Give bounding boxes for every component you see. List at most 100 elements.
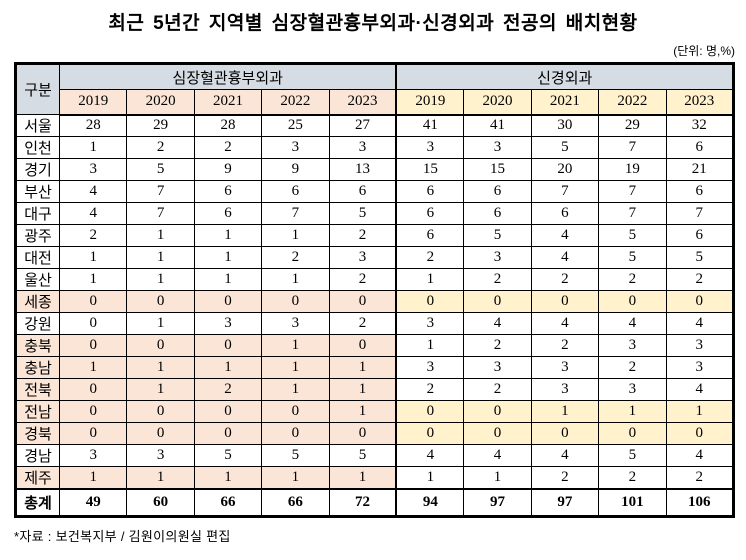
year-header: 2020 [463,89,532,116]
neuro-value-cell: 3 [463,246,532,269]
year-header: 2021 [530,89,600,116]
cardio-value-cell: 3 [328,246,397,269]
year-header: 2020 [126,89,195,116]
neuro-value-cell: 2 [598,268,667,291]
total-row: 총계 49 60 66 66 72 94 97 97 101 106 [15,488,735,517]
region-label: 서울 [15,114,60,137]
neuro-value-cell: 2 [463,378,532,401]
neuro-value-cell: 3 [395,312,465,335]
neuro-value-cell: 19 [598,158,667,181]
neuro-value-cell: 2 [395,246,465,269]
cardio-value-cell: 1 [126,312,195,335]
neuro-value-cell: 0 [665,290,735,313]
neuro-value-cell: 7 [530,180,600,203]
table-row: 충북 0 0 0 1 0 1 2 2 3 3 [15,334,735,357]
cardio-value-cell: 1 [261,224,330,247]
neuro-value-cell: 4 [530,444,600,467]
cardio-value-cell: 3 [193,312,263,335]
placement-table: 구분 심장혈관흉부외과 신경외과 2019 2020 2021 2022 202… [14,62,735,518]
neuro-total-cell: 101 [598,488,667,517]
table-row: 전북 0 1 2 1 1 2 2 3 3 4 [15,378,735,401]
cardio-value-cell: 1 [126,246,195,269]
neuro-value-cell: 4 [598,312,667,335]
cardio-value-cell: 1 [328,378,397,401]
neuro-value-cell: 2 [530,334,600,357]
cardio-value-cell: 1 [126,466,195,490]
neuro-value-cell: 0 [598,290,667,313]
neuro-value-cell: 41 [395,114,465,137]
year-header: 2022 [598,89,667,116]
neuro-value-cell: 32 [665,114,735,137]
cardio-value-cell: 0 [58,312,128,335]
cardio-value-cell: 1 [193,224,263,247]
cardio-value-cell: 6 [328,180,397,203]
neuro-value-cell: 0 [530,290,600,313]
cardio-value-cell: 1 [193,246,263,269]
cardio-value-cell: 1 [126,268,195,291]
cardio-value-cell: 2 [261,246,330,269]
table-row: 대구 4 7 6 7 5 6 6 6 7 7 [15,202,735,225]
neuro-value-cell: 5 [665,246,735,269]
table-row: 세종 0 0 0 0 0 0 0 0 0 0 [15,290,735,313]
cardio-value-cell: 1 [126,224,195,247]
neuro-value-cell: 0 [463,400,532,423]
cardio-value-cell: 9 [193,158,263,181]
cardio-value-cell: 4 [58,202,128,225]
cardio-value-cell: 0 [126,400,195,423]
neuro-value-cell: 1 [395,268,465,291]
cardio-value-cell: 3 [58,158,128,181]
neuro-value-cell: 21 [665,158,735,181]
cardio-value-cell: 0 [328,290,397,313]
cardio-value-cell: 5 [328,202,397,225]
cardio-value-cell: 1 [193,268,263,291]
neuro-value-cell: 41 [463,114,532,137]
neuro-value-cell: 0 [530,422,600,445]
group-header-row: 구분 심장혈관흉부외과 신경외과 [15,63,735,115]
neuro-value-cell: 29 [598,114,667,137]
table-header: 구분 심장혈관흉부외과 신경외과 2019 2020 2021 2022 202… [15,63,735,116]
cardio-value-cell: 0 [193,334,263,357]
neuro-value-cell: 3 [463,136,532,159]
neuro-value-cell: 4 [665,378,735,401]
cardio-total-cell: 66 [193,488,263,517]
region-label: 제주 [15,466,60,490]
table-row: 경남 3 3 5 5 5 4 4 4 5 4 [15,444,735,467]
cardio-value-cell: 0 [126,422,195,445]
neuro-value-cell: 4 [463,312,532,335]
table-row: 충남 1 1 1 1 1 3 3 3 2 3 [15,356,735,379]
neuro-value-cell: 0 [463,422,532,445]
neuro-total-cell: 97 [530,488,600,517]
region-label: 광주 [15,224,60,247]
region-label: 대구 [15,202,60,225]
table-row: 전남 0 0 0 0 1 0 0 1 1 1 [15,400,735,423]
neuro-value-cell: 2 [395,378,465,401]
table-row: 경기 3 5 9 9 13 15 15 20 19 21 [15,158,735,181]
table-row: 강원 0 1 3 3 2 3 4 4 4 4 [15,312,735,335]
region-label: 울산 [15,268,60,291]
cardio-value-cell: 6 [193,202,263,225]
region-label: 경기 [15,158,60,181]
cardio-value-cell: 1 [328,400,397,423]
cardio-value-cell: 0 [58,422,128,445]
cardio-value-cell: 1 [58,268,128,291]
cardio-value-cell: 0 [261,400,330,423]
cardio-value-cell: 2 [126,136,195,159]
neuro-value-cell: 5 [463,224,532,247]
neuro-value-cell: 0 [598,422,667,445]
cardio-total-cell: 60 [126,488,195,517]
region-label: 경남 [15,444,60,467]
year-header: 2019 [58,89,128,116]
year-header: 2022 [261,89,330,116]
group-header-neurosurgery: 신경외과 [395,63,735,90]
cardio-value-cell: 1 [58,356,128,379]
neuro-value-cell: 4 [395,444,465,467]
cardio-value-cell: 25 [261,114,330,137]
cardio-value-cell: 3 [261,312,330,335]
cardio-value-cell: 2 [328,224,397,247]
region-label: 전남 [15,400,60,423]
cardio-value-cell: 6 [193,180,263,203]
cardio-value-cell: 0 [58,290,128,313]
neuro-value-cell: 1 [395,466,465,490]
cardio-value-cell: 0 [58,400,128,423]
